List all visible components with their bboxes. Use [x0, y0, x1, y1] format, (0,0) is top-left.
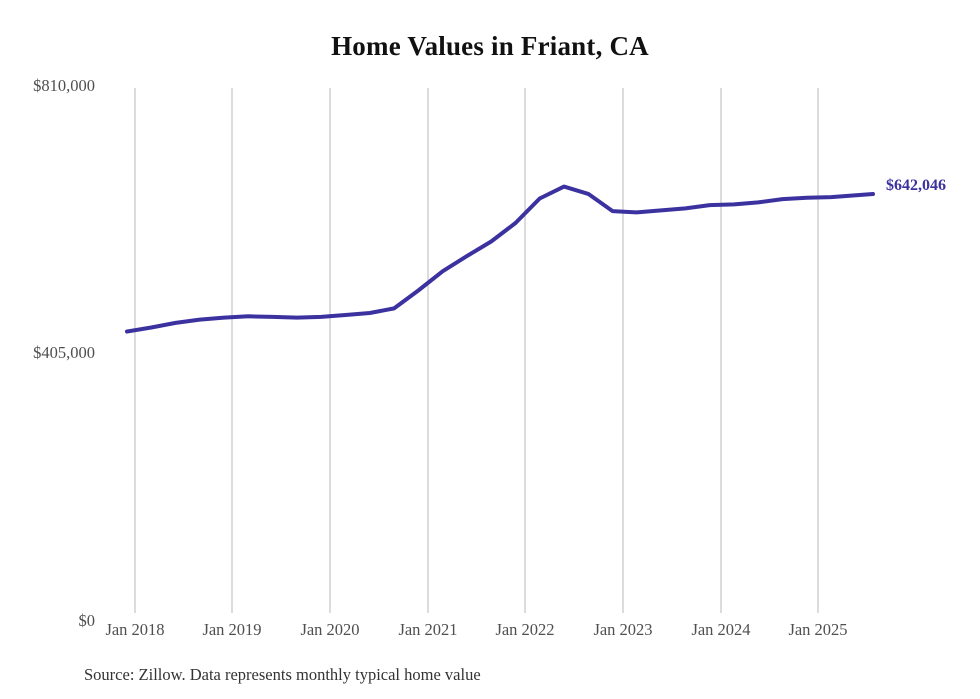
y-axis-tick-810000: $810,000: [33, 76, 95, 95]
y-axis-tick-0: $0: [78, 611, 96, 630]
chart-title: Home Values in Friant, CA: [331, 31, 649, 61]
x-axis-tick-jan-2024: Jan 2024: [691, 620, 751, 639]
x-axis-tick-jan-2023: Jan 2023: [593, 620, 653, 639]
x-axis-tick-jan-2021: Jan 2021: [398, 620, 458, 639]
y-axis-tick-405000: $405,000: [33, 343, 95, 362]
x-axis-tick-jan-2020: Jan 2020: [300, 620, 360, 639]
endpoint-value-label: $642,046: [886, 177, 946, 194]
gridlines: [134, 88, 819, 613]
x-axis-tick-jan-2018: Jan 2018: [105, 620, 165, 639]
x-axis-tick-jan-2022: Jan 2022: [495, 620, 555, 639]
source-note: Source: Zillow. Data represents monthly …: [84, 665, 481, 684]
data-series-typical-home-value: [125, 184, 875, 334]
x-axis-tick-jan-2025: Jan 2025: [788, 620, 848, 639]
x-axis-tick-jan-2019: Jan 2019: [202, 620, 262, 639]
